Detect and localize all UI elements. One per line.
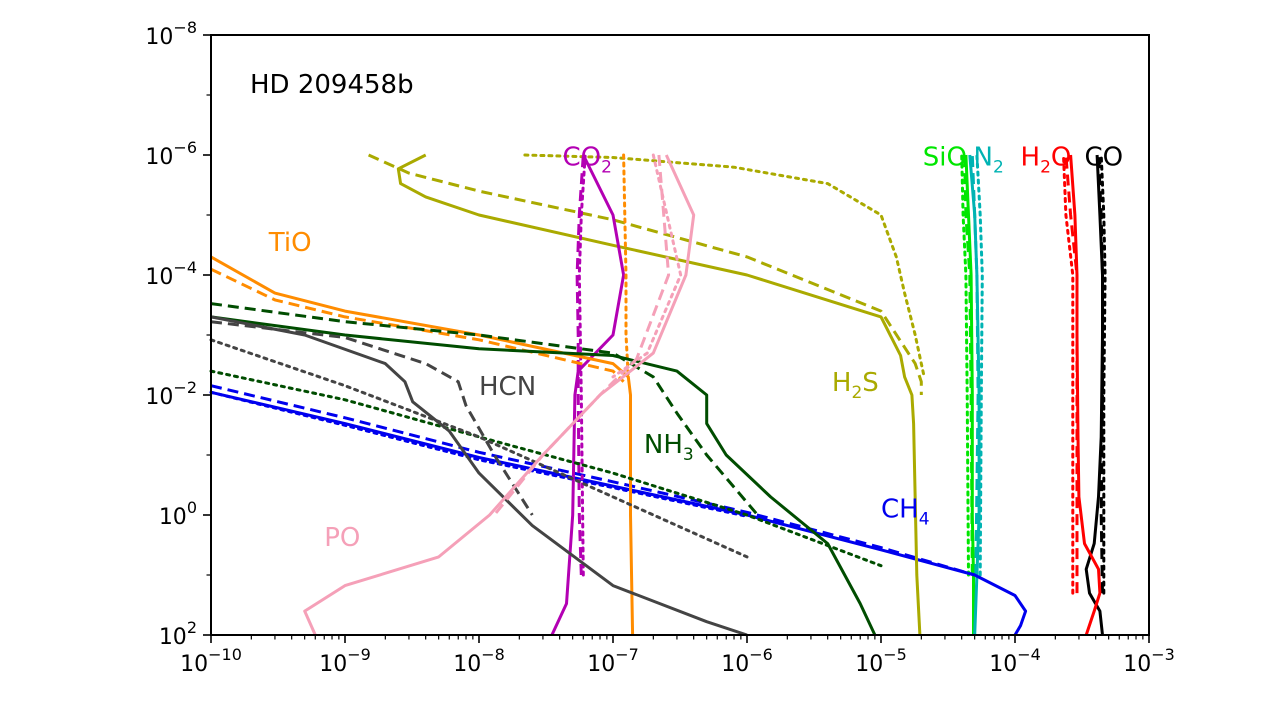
x-tick-label: 10−3 [1123, 645, 1175, 677]
line-co2-dotted [577, 153, 587, 577]
axis-ticks: 10−10 10−9 10−8 10−7 10−6 10−5 10−4 10−3 10−8 10−… [145, 18, 1174, 677]
label-po: PO [324, 523, 360, 553]
chart-title: HD 209458b [250, 70, 414, 100]
line-ch4-solid [210, 390, 1028, 636]
line-hcn-solid [210, 315, 748, 637]
line-h2o-solid [1069, 154, 1102, 636]
line-nh3-solid [210, 315, 877, 636]
series-co [1084, 153, 1107, 636]
series-tio [210, 153, 635, 636]
species-labels: CO H2O SiO N2 CH4 H2S CO2 TiO NH3 HCN PO [268, 143, 1123, 554]
label-ch4: CH4 [881, 494, 930, 529]
series-ch4 [209, 384, 1028, 636]
line-h2s-dashed [367, 153, 923, 395]
line-h2s-dotted [523, 153, 926, 379]
y-tick-label: 10−6 [145, 138, 197, 170]
series-layer [209, 153, 1107, 637]
line-sio-dotted [960, 153, 970, 577]
series-h2s [367, 153, 926, 636]
line-ch4-dashed [210, 384, 976, 577]
line-co-solid [1084, 154, 1104, 636]
line-nh3-dashed [210, 302, 759, 516]
label-nh3: NH3 [644, 430, 694, 465]
line-h2o-dotted [1062, 153, 1075, 595]
line-tio-solid [210, 255, 635, 636]
y-tick-label: 100 [159, 498, 197, 530]
label-co: CO [1084, 143, 1123, 173]
line-tio-dashed [210, 267, 625, 383]
line-ch4-dotted [209, 390, 749, 518]
y-tick-label: 102 [159, 618, 197, 650]
x-tick-label: 10−4 [989, 645, 1041, 677]
line-h2s-solid [396, 153, 922, 636]
line-co2-dashed [575, 154, 585, 576]
x-tick-label: 10−8 [453, 645, 505, 677]
y-tick-label: 10−2 [145, 378, 197, 410]
series-nh3 [209, 302, 883, 636]
line-hcn-dotted [209, 338, 749, 559]
x-tick-label: 10−7 [587, 645, 639, 677]
series-h2o [1062, 153, 1102, 636]
line-sio-dashed [963, 154, 974, 576]
x-tick-label: 10−9 [319, 645, 371, 677]
line-hcn-dashed [210, 320, 534, 516]
line-co-dotted [1099, 153, 1107, 595]
series-hcn [209, 315, 749, 637]
label-h2o: H2O [1021, 143, 1072, 178]
label-tio: TiO [268, 228, 312, 258]
label-sio: SiO [923, 143, 967, 173]
line-n2-dashed [970, 154, 980, 576]
line-nh3-dotted [209, 369, 883, 568]
line-tio-dotted [622, 153, 630, 379]
series-sio [960, 153, 975, 635]
label-co2: CO2 [563, 143, 612, 178]
label-h2s: H2S [832, 368, 879, 403]
label-hcn: HCN [479, 372, 536, 402]
line-n2-dotted [975, 153, 984, 577]
line-h2o-dashed [1064, 154, 1079, 594]
x-tick-label: 10−5 [855, 645, 907, 677]
series-co2 [550, 153, 626, 636]
x-tick-label: 10−6 [721, 645, 773, 677]
line-po-dashed [493, 154, 671, 516]
label-n2: N2 [973, 143, 1003, 178]
series-po [303, 153, 696, 636]
line-co2-solid [550, 154, 626, 636]
x-tick-label: 10−10 [180, 645, 242, 677]
y-tick-label: 10−4 [145, 258, 197, 290]
y-tick-label: 10−8 [145, 18, 197, 50]
line-co-dashed [1097, 154, 1104, 594]
